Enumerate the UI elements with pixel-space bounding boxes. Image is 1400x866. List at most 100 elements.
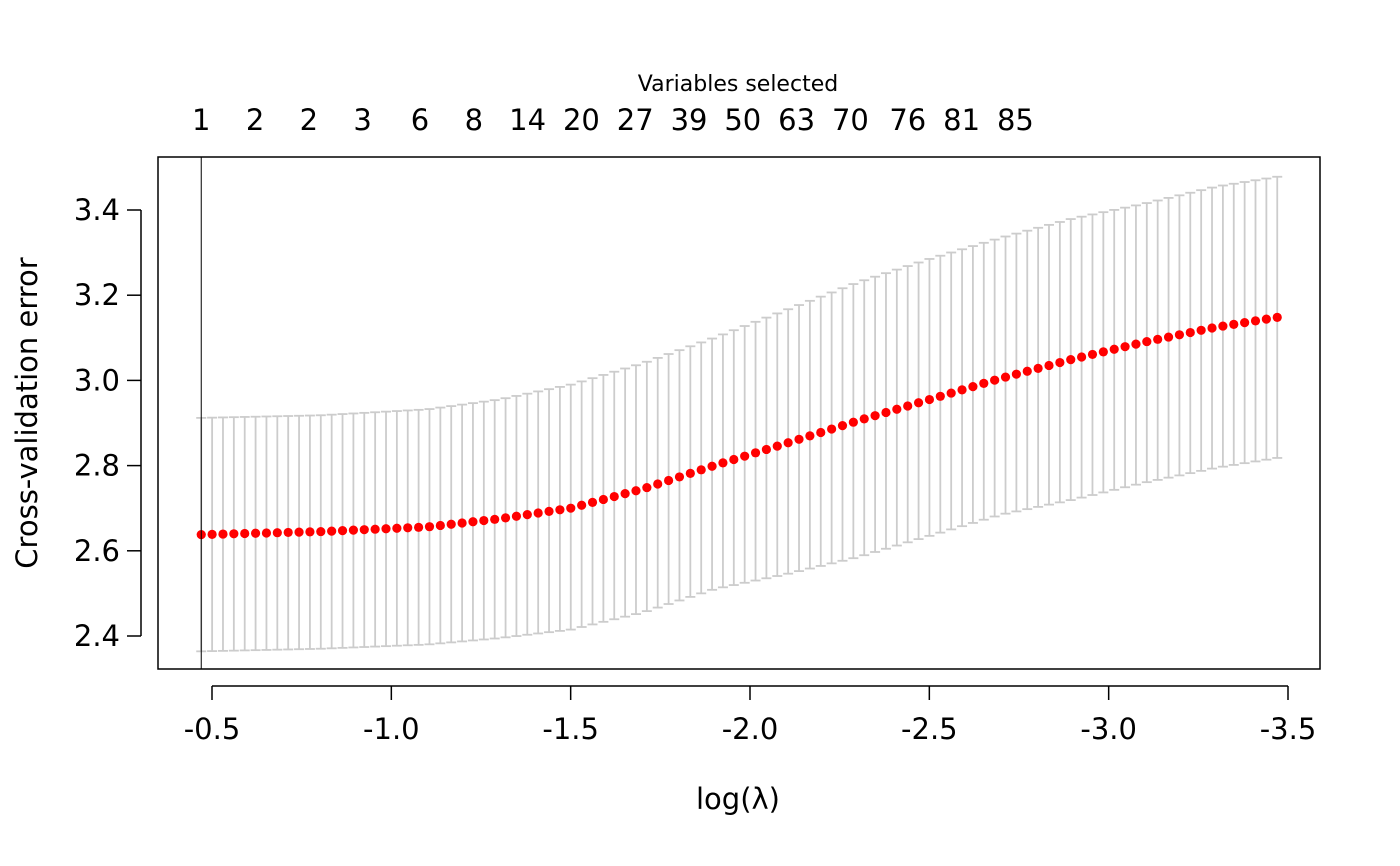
cv-error-point	[598, 494, 608, 505]
x-tick-label: -2.0	[722, 712, 779, 746]
top-tick-label: 6	[411, 103, 429, 137]
plot-frame	[157, 156, 1321, 670]
cv-error-point	[772, 441, 782, 451]
cv-error-point	[294, 527, 304, 537]
cv-error-point	[392, 523, 402, 533]
cv-error-point	[1174, 330, 1185, 340]
top-axis: 1 2 2 3 6 8 14 20 27 39 50 63 70 76 81 85	[192, 103, 1034, 137]
x-tick-label: -2.5	[901, 712, 958, 746]
top-tick-label: 27	[617, 103, 654, 137]
cv-error-point	[1000, 372, 1011, 382]
cv-error-point	[305, 527, 315, 537]
cv-error-point	[522, 510, 532, 520]
cv-error-point	[283, 527, 293, 538]
cv-error-point	[468, 517, 478, 527]
cv-error-point	[1218, 321, 1228, 331]
top-tick-label: 1	[192, 103, 210, 137]
cv-error-point	[587, 497, 598, 507]
cv-error-point	[1120, 342, 1130, 352]
cv-error-point	[511, 511, 522, 521]
cv-error-point	[1022, 366, 1032, 376]
cv-error-point	[935, 391, 945, 401]
x-tick-label: -3.5	[1260, 712, 1317, 746]
cv-error-point	[414, 522, 424, 532]
cv-error-point	[1077, 352, 1087, 362]
cv-error-point	[642, 482, 652, 493]
cv-error-point	[794, 434, 804, 444]
cv-error-point	[1153, 334, 1163, 344]
cv-error-point	[729, 454, 739, 465]
cv-error-point	[750, 448, 761, 458]
cv-error-point	[827, 424, 837, 434]
cv-error-point	[609, 491, 619, 502]
cv-error-point	[218, 529, 228, 539]
x-axis-title: log(λ)	[696, 782, 780, 816]
cv-error-point	[359, 525, 369, 535]
cv-error-point	[240, 528, 250, 539]
cv-error-point	[707, 461, 717, 471]
y-axis-title: Cross-validation error	[10, 257, 44, 568]
cv-error-point	[696, 465, 706, 475]
cv-error-point	[1011, 369, 1021, 379]
y-tick-label: 3.4	[74, 193, 120, 227]
cv-error-point	[740, 451, 750, 461]
cv-error-point	[207, 529, 217, 539]
cv-error-point	[859, 414, 869, 424]
cv-error-point	[403, 523, 413, 533]
cv-error-point	[718, 458, 728, 468]
cv-error-point	[1033, 363, 1043, 373]
cv-error-point	[1250, 316, 1261, 326]
top-tick-label: 85	[997, 103, 1034, 137]
cv-error-point	[1261, 314, 1271, 324]
cv-error-point	[1055, 357, 1065, 368]
cv-error-point	[490, 514, 500, 524]
top-tick-label: 70	[832, 103, 869, 137]
cv-error-point	[435, 520, 445, 531]
cv-error-point	[1272, 312, 1282, 322]
cv-error-point	[663, 475, 674, 486]
cv-error-point	[1196, 325, 1206, 335]
cv-error-point	[337, 526, 348, 536]
cv-error-point	[370, 524, 380, 534]
y-tick-label: 3.0	[74, 363, 120, 397]
cv-error-point	[620, 489, 630, 499]
cv-error-point	[870, 411, 880, 421]
cv-error-point	[631, 486, 641, 496]
cv-error-point	[1185, 327, 1195, 338]
cv-error-point	[805, 431, 815, 441]
cv-error-point	[1207, 323, 1217, 333]
cv-error-point	[674, 472, 685, 482]
cv-error-point	[555, 505, 565, 515]
cv-error-point	[316, 526, 326, 537]
cv-error-point	[1163, 332, 1174, 342]
top-tick-label: 2	[300, 103, 318, 137]
cv-error-point	[1098, 347, 1108, 357]
cv-error-point	[816, 427, 826, 438]
cv-error-point	[479, 515, 489, 526]
cv-error-point	[968, 382, 978, 392]
top-tick-label: 3	[353, 103, 371, 137]
top-tick-label: 81	[943, 103, 980, 137]
top-tick-label: 76	[889, 103, 926, 137]
cv-error-point	[881, 407, 891, 418]
top-tick-label: 2	[246, 103, 264, 137]
cv-error-point	[446, 519, 456, 529]
cv-error-point	[272, 528, 282, 538]
cv-error-point	[1109, 344, 1119, 354]
top-tick-label: 39	[671, 103, 708, 137]
error-bars-group	[196, 175, 1283, 653]
cv-error-point	[946, 388, 956, 398]
y-tick-label: 2.4	[74, 619, 120, 653]
cv-error-point	[544, 506, 554, 517]
cv-error-point	[924, 394, 935, 405]
points-group	[196, 312, 1282, 540]
cv-error-point	[424, 522, 435, 532]
cv-error-point	[327, 526, 337, 536]
cv-error-point	[348, 525, 359, 535]
cv-error-point	[1131, 339, 1141, 349]
cv-error-point	[229, 529, 239, 539]
cv-error-point	[1087, 349, 1098, 360]
cv-error-point	[1142, 336, 1152, 347]
top-tick-label: 14	[509, 103, 546, 137]
cv-error-point	[1066, 355, 1076, 365]
